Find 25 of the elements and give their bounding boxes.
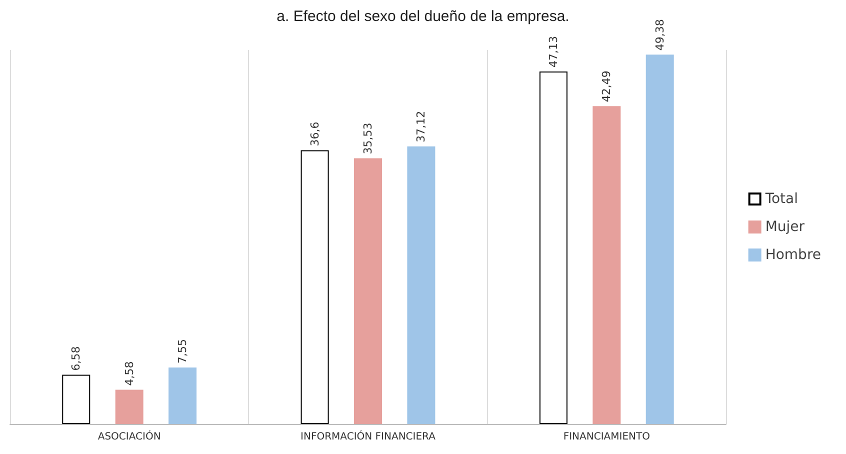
- bar: [407, 146, 436, 424]
- bar: [300, 150, 329, 424]
- data-label: 37,12: [414, 110, 428, 142]
- data-label: 35,53: [362, 122, 374, 154]
- x-tick-label: INFORMACIÓN FINANCIERA: [300, 430, 436, 442]
- bar: [592, 106, 621, 424]
- chart-title: a. Efecto del sexo del dueño de la empresa.: [276, 8, 570, 25]
- legend-label: Hombre: [765, 247, 822, 263]
- bar: [354, 158, 382, 424]
- bar: [62, 374, 90, 424]
- bar: [646, 54, 674, 424]
- legend-label: Total: [764, 191, 798, 207]
- data-label: 42,49: [600, 70, 614, 102]
- x-tick-label: FINANCIAMIENTO: [563, 432, 650, 442]
- data-label: 6,58: [70, 346, 83, 371]
- bar: [168, 368, 197, 424]
- data-label: 49,38: [653, 19, 666, 51]
- x-tick-label: ASOCIACIÓN: [98, 430, 161, 442]
- legend-label: Mujer: [765, 219, 805, 235]
- data-label: 36,6: [308, 122, 322, 146]
- data-label: 47,13: [546, 36, 560, 68]
- bar: [115, 390, 144, 424]
- data-label: 4,58: [122, 361, 136, 386]
- data-label: 7,55: [176, 339, 190, 364]
- bar: [539, 71, 568, 424]
